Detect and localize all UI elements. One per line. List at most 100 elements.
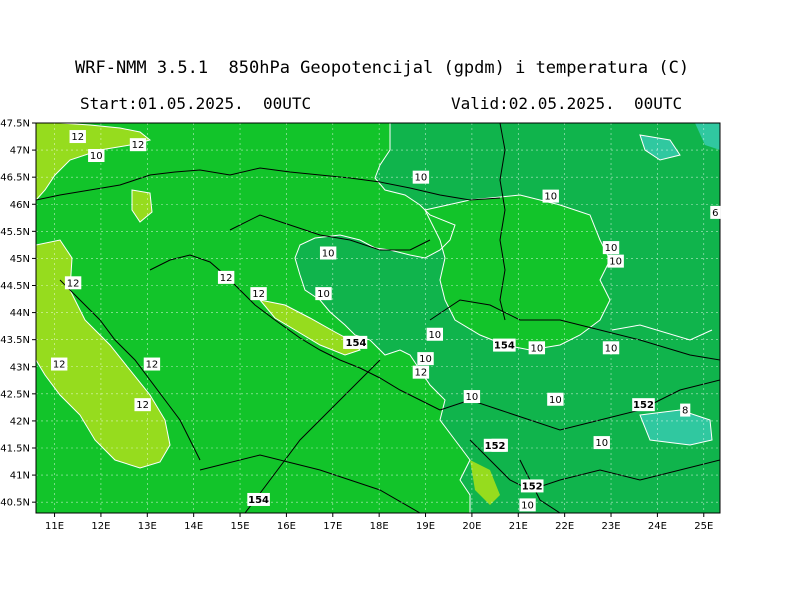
temperature-label: 10 [544,192,557,203]
y-tick-label: 43N [10,362,30,373]
y-tick-label: 40.5N [0,498,30,509]
temperature-label-bg [134,398,151,412]
temperature-label-bg [129,138,147,152]
borders-coastlines [36,123,720,513]
y-tick-label: 41.5N [0,444,30,455]
temperature-label-bg [315,287,332,301]
geopotential-label: 152 [485,441,506,452]
y-tick-label: 44.5N [0,281,30,292]
y-tick-label: 42N [10,416,30,427]
temperature-label: 10 [419,354,432,365]
temperature-label: 10 [90,151,103,162]
latitude-axis: 40.5N 41N 41.5N 42N 42.5N 43N 43.5N 44N 44.5N 45N… [0,119,36,509]
geopotential-label-bg [493,338,516,352]
y-tick-label: 44N [10,308,30,319]
temperature-label: 10 [605,243,618,254]
geopotential-label: 152 [522,481,543,492]
temperature-label-bg [463,390,481,404]
temperature-label-bg [607,254,624,268]
temperature-label: 12 [146,360,159,371]
x-tick-label: 12E [91,521,110,532]
temperature-label-bg [602,241,620,255]
map-title: WRF-NMM 3.5.1 850hPa Geopotencijal (gpdm… [75,58,690,78]
temperature-label-bg [217,270,235,284]
temperature-label: 8 [682,406,688,417]
temperature-label-bg [547,392,564,406]
temperature-band-6-8 [695,123,720,150]
geopotential-label-bg [632,398,655,412]
temperature-label-bg [426,327,444,341]
temperature-label-bg [412,170,430,184]
temperature-label-bg [250,287,267,301]
x-tick-label: 14E [184,521,203,532]
temperature-label: 10 [521,500,534,511]
geopotential-label-bg [247,492,270,506]
temperature-label: 12 [67,278,80,289]
valid-time: Valid:02.05.2025. 00UTC [451,94,683,113]
temperature-label: 12 [220,273,233,284]
temperature-label: 10 [322,249,335,260]
temperature-label: 12 [136,400,149,411]
geopotential-label-bg [344,335,368,349]
temperature-label-bg [50,357,68,371]
temperature-label: 12 [415,368,428,379]
x-tick-label: 20E [462,521,481,532]
geopotential-label: 154 [248,495,269,506]
temperature-label: 12 [132,140,145,151]
x-tick-label: 13E [138,521,157,532]
x-tick-label: 19E [416,521,435,532]
geopotential-label: 154 [346,338,367,349]
contour-labels: 1212101212121212121010121010121010101010… [50,130,721,512]
temperature-label: 6 [712,208,718,219]
temperature-label-bg [64,276,82,290]
temperature-label-bg [602,341,620,355]
x-tick-label: 23E [602,521,621,532]
y-tick-label: 47N [10,146,30,157]
x-tick-label: 17E [323,521,342,532]
y-tick-label: 41N [10,471,30,482]
x-tick-label: 18E [370,521,389,532]
x-tick-label: 24E [648,521,667,532]
geopotential-label-bg [520,479,544,493]
temperature-label: 12 [71,132,84,143]
start-time: Start:01.05.2025. 00UTC [80,94,312,113]
temperature-label-bg [519,498,536,512]
x-tick-label: 11E [45,521,64,532]
temperature-label: 10 [549,395,562,406]
x-tick-label: 15E [231,521,250,532]
y-tick-label: 46N [10,200,30,211]
temperature-label-bg [528,341,546,355]
temperature-label: 12 [252,289,265,300]
temperature-band-12-14-south [470,460,500,505]
geopotential-label: 154 [494,341,515,352]
x-tick-label: 22E [555,521,574,532]
temperature-band-6-8-c [640,135,680,160]
geopotential-label: 152 [633,400,654,411]
x-tick-label: 16E [277,521,296,532]
temperature-label: 10 [317,289,330,300]
y-tick-label: 46.5N [0,173,30,184]
y-tick-label: 43.5N [0,335,30,346]
temperature-band-12-14-adriatic [260,300,360,355]
temperature-label: 10 [595,438,608,449]
temperature-label-bg [417,352,434,366]
temperature-label: 10 [605,343,618,354]
temperature-label: 12 [53,360,66,371]
temperature-label-bg [69,130,86,144]
geopotential-label-bg [483,438,507,452]
temperature-label: 10 [428,330,441,341]
temperature-label-bg [88,149,105,162]
y-tick-label: 47.5N [0,119,30,130]
temperature-label-bg [680,403,691,417]
temperature-label: 10 [609,257,622,268]
longitude-axis: 11E 12E 13E 14E 15E 16E 17E 18E 19E 20E 21E 22E 23E 2… [45,513,713,532]
temperature-label-bg [412,365,430,379]
temperature-label-bg [593,436,610,450]
temperature-label-bg [542,189,559,203]
y-tick-label: 45.5N [0,227,30,238]
y-tick-label: 45N [10,254,30,265]
temperature-label-bg [319,246,337,260]
map-frame [35,122,721,514]
temperature-band-6-8-b [640,410,712,445]
